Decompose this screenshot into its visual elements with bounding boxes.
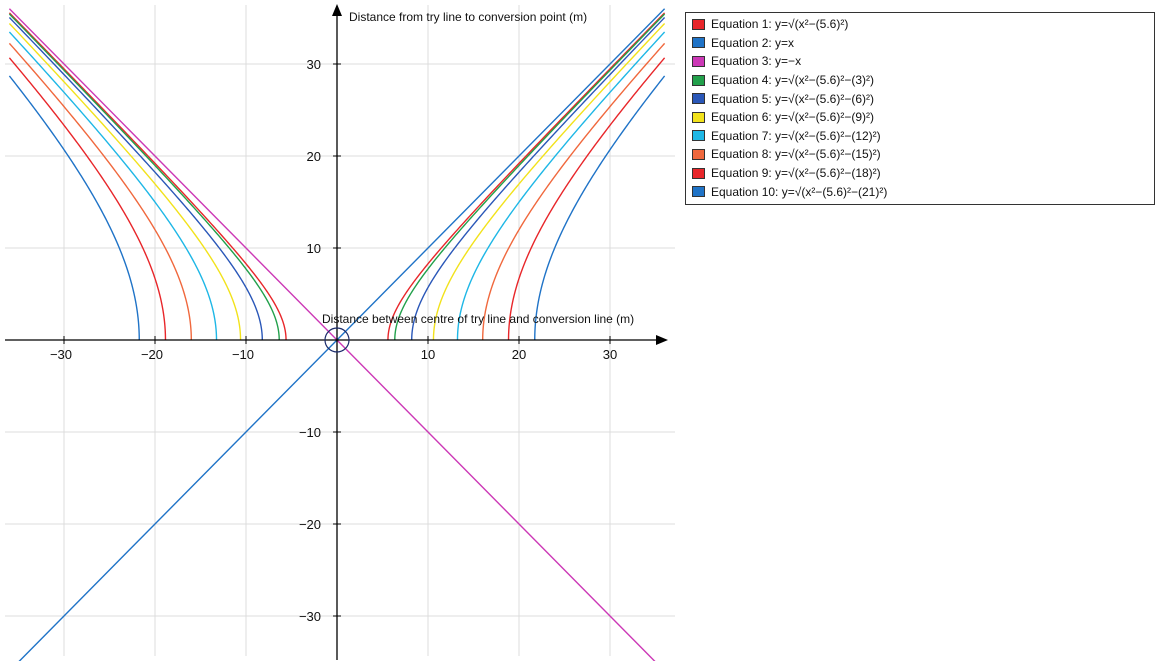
chart-plot: −30 −20 −10 10 20 30 30 20 10 −10 −20 −30 Distance … [5,4,675,661]
legend-item: Equation 3: y=−x [692,52,1154,71]
y-axis-label: Distance from try line to conversion poi… [349,10,587,24]
legend-label: Equation 5: y=√(x²−(5.6)²−(6)²) [711,91,874,106]
y-tick-label: −10 [299,425,321,440]
x-axis-label: Distance between centre of try line and … [322,312,634,326]
x-tick-label: −20 [141,347,163,362]
legend-label: Equation 9: y=√(x²−(5.6)²−(18)²) [711,166,881,181]
legend-item: Equation 4: y=√(x²−(5.6)²−(3)²) [692,71,1154,90]
series-curve-10-left [8,75,140,341]
legend-item: Equation 1: y=√(x²−(5.6)²) [692,15,1154,34]
axes [5,4,668,660]
x-tick-label: 10 [421,347,435,362]
series-curve-4-left [8,13,280,341]
y-tick-label: 10 [307,241,321,256]
legend-swatch [692,74,705,86]
series-curves [8,8,666,661]
legend-item: Equation 6: y=√(x²−(5.6)²−(9)²) [692,108,1154,127]
series-curve-8-right [481,42,666,341]
chart-legend: Equation 1: y=√(x²−(5.6)²) Equation 2: y=… [685,12,1155,205]
y-tick-label: −20 [299,517,321,532]
legend-item: Equation 8: y=√(x²−(5.6)²−(15)²) [692,145,1154,164]
series-curve-1-left [8,12,287,341]
series-curve-8-left [8,42,193,341]
x-axis-arrow [656,335,668,345]
legend-swatch [692,93,705,105]
series-curve-5-right [411,17,666,341]
series-curve-7-left [8,31,218,341]
x-tick-label: −10 [232,347,254,362]
x-tick-label: 30 [603,347,617,362]
legend-label: Equation 4: y=√(x²−(5.6)²−(3)²) [711,73,874,88]
series-curve-9-right [507,57,666,341]
legend-swatch [692,130,705,142]
legend-label: Equation 8: y=√(x²−(5.6)²−(15)²) [711,147,881,162]
legend-swatch [692,186,705,198]
y-axis-arrow [332,4,342,16]
series-curve-6-left [8,22,242,341]
legend-swatch [692,55,705,67]
legend-label: Equation 6: y=√(x²−(5.6)²−(9)²) [711,110,874,125]
origin-marker [324,327,350,353]
y-tick-label: 30 [307,57,321,72]
x-tick-label: 20 [512,347,526,362]
legend-item: Equation 5: y=√(x²−(5.6)²−(6)²) [692,89,1154,108]
legend-swatch [692,148,705,160]
y-tick-label: −30 [299,609,321,624]
series-curve-6-right [432,22,666,341]
x-tick-label: −30 [50,347,72,362]
legend-label: Equation 2: y=x [711,35,795,50]
legend-label: Equation 10: y=√(x²−(5.6)²−(21)²) [711,184,888,199]
series-curve-5-left [8,17,263,341]
legend-swatch [692,37,705,49]
legend-swatch [692,18,705,30]
legend-swatch [692,167,705,179]
series-curve-1-right [387,12,666,341]
legend-item: Equation 7: y=√(x²−(5.6)²−(12)²) [692,127,1154,146]
legend-label: Equation 1: y=√(x²−(5.6)²) [711,17,849,32]
legend-item: Equation 9: y=√(x²−(5.6)²−(18)²) [692,164,1154,183]
series-curve-10-right [534,75,666,341]
legend-label: Equation 7: y=√(x²−(5.6)²−(12)²) [711,128,881,143]
tick-labels: −30 −20 −10 10 20 30 30 20 10 −10 −20 −30 [50,57,617,624]
series-curve-9-left [8,57,167,341]
series-curve-4-right [394,13,666,341]
y-tick-label: 20 [307,149,321,164]
series-curve-7-right [456,31,666,341]
legend-item: Equation 10: y=√(x²−(5.6)²−(21)²) [692,182,1154,201]
legend-swatch [692,111,705,123]
legend-label: Equation 3: y=−x [711,54,802,69]
legend-item: Equation 2: y=x [692,34,1154,53]
grid-lines [5,5,675,656]
